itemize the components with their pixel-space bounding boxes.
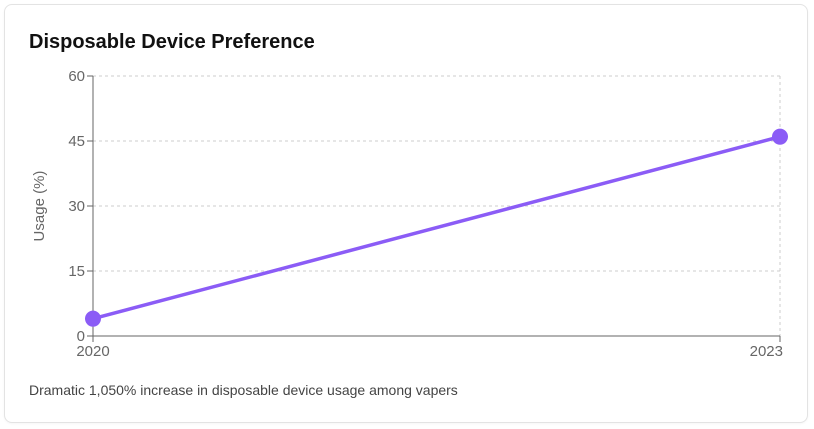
series-layer [85,128,788,327]
chart-caption: Dramatic 1,050% increase in disposable d… [29,382,458,398]
chart-title: Disposable Device Preference [29,31,315,53]
y-tick-label: 30 [68,198,85,215]
chart-card: Disposable Device Preference Dramatic 1,… [4,4,808,423]
data-point-2020 [85,310,101,327]
y-axis-label: Usage (%) [31,171,48,242]
y-tick-label: 0 [77,328,85,345]
y-tick-label: 15 [68,263,85,280]
y-tick-label: 45 [68,133,85,150]
grid-lines [93,75,781,336]
x-tick-label: 2020 [76,343,109,360]
series-line [91,134,782,321]
data-point-2023 [772,128,788,145]
y-tick-label: 60 [68,68,85,85]
x-tick-label: 2023 [750,343,783,360]
axes: 0 15 30 45 60 2020 2023 [68,68,783,360]
